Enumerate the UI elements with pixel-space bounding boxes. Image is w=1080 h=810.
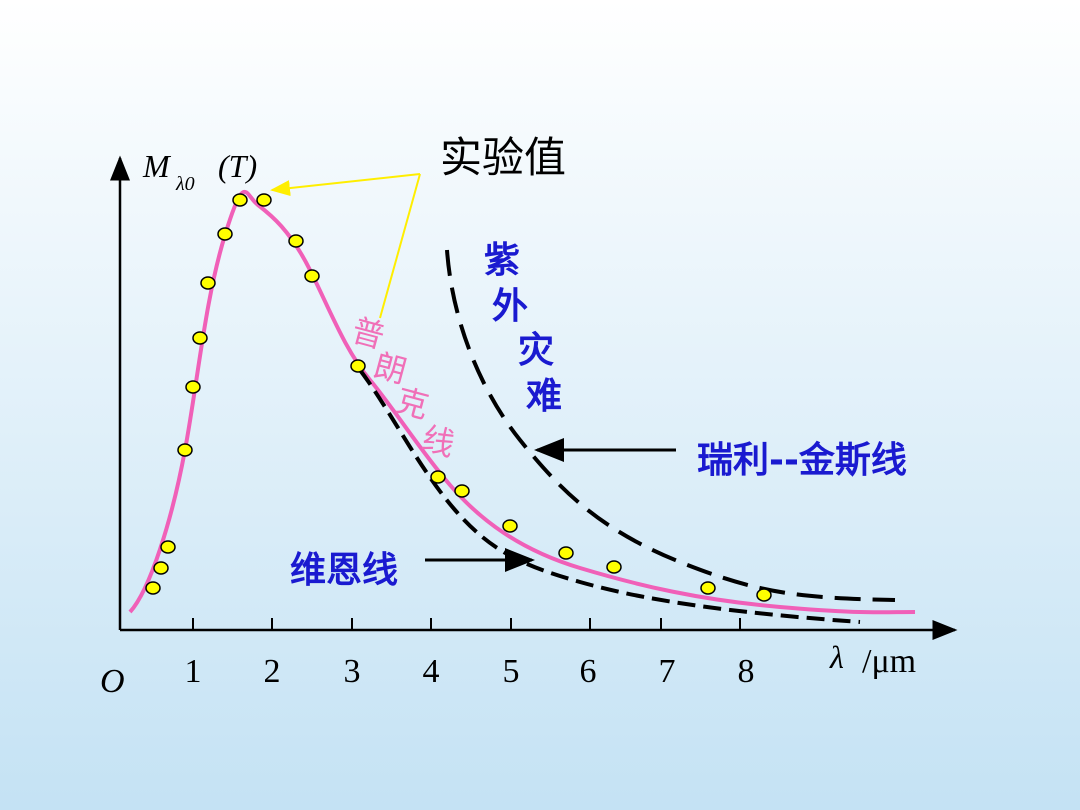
experimental-point [288,234,304,248]
experimental-point [756,588,772,602]
experimental-point [558,546,574,560]
x-tick-label: 8 [738,653,755,690]
x-tick-label: 7 [659,653,676,690]
y-axis-label-sub: λ0 [175,173,195,195]
pointer-arrow [379,173,421,319]
x-tick-label: 5 [503,653,520,690]
label-uv-catastrophe: 灾 [518,330,554,371]
x-tick-label: 3 [344,653,361,690]
experimental-point [606,560,622,574]
axes [110,155,958,640]
experimental-points [145,193,772,602]
experimental-point [256,193,272,207]
label-uv-catastrophe: 紫 [484,240,520,281]
experimental-point [232,193,248,207]
x-tick-label: 2 [264,653,281,690]
experimental-point [160,540,176,554]
experimental-point [700,581,716,595]
experimental-point [304,269,320,283]
experimental-point [153,561,169,575]
experimental-point [145,581,161,595]
x-tick-label: 4 [423,653,440,690]
experimental-point [454,484,470,498]
label-rayleigh-jeans: 瑞利--金斯线 [697,439,907,481]
x-axis-label-unit: /μm [862,643,916,680]
x-tick-label: 6 [580,653,597,690]
pointer-arrow [270,173,421,197]
planck-curve [128,189,916,615]
experimental-point [185,380,201,394]
origin-label: O [100,663,125,700]
experimental-point [502,519,518,533]
experimental-point [217,227,233,241]
experimental-point [177,443,193,457]
wien-curve [358,368,861,624]
rayleigh-jeans-curve [445,249,896,602]
label-uv-catastrophe: 难 [526,376,562,417]
y-axis-label-arg: (T) [218,148,257,184]
x-tick-label: 1 [185,653,202,690]
label-wien: 维恩线 [290,550,398,591]
experimental-point [200,276,216,290]
x-axis-label-symbol: λ [829,639,844,675]
label-uv-catastrophe: 外 [492,286,528,327]
experimental-point [430,470,446,484]
label-experimental: 实验值 [440,133,566,182]
experimental-point [350,359,366,373]
experimental-point [192,331,208,345]
y-axis-label: M [142,148,172,184]
